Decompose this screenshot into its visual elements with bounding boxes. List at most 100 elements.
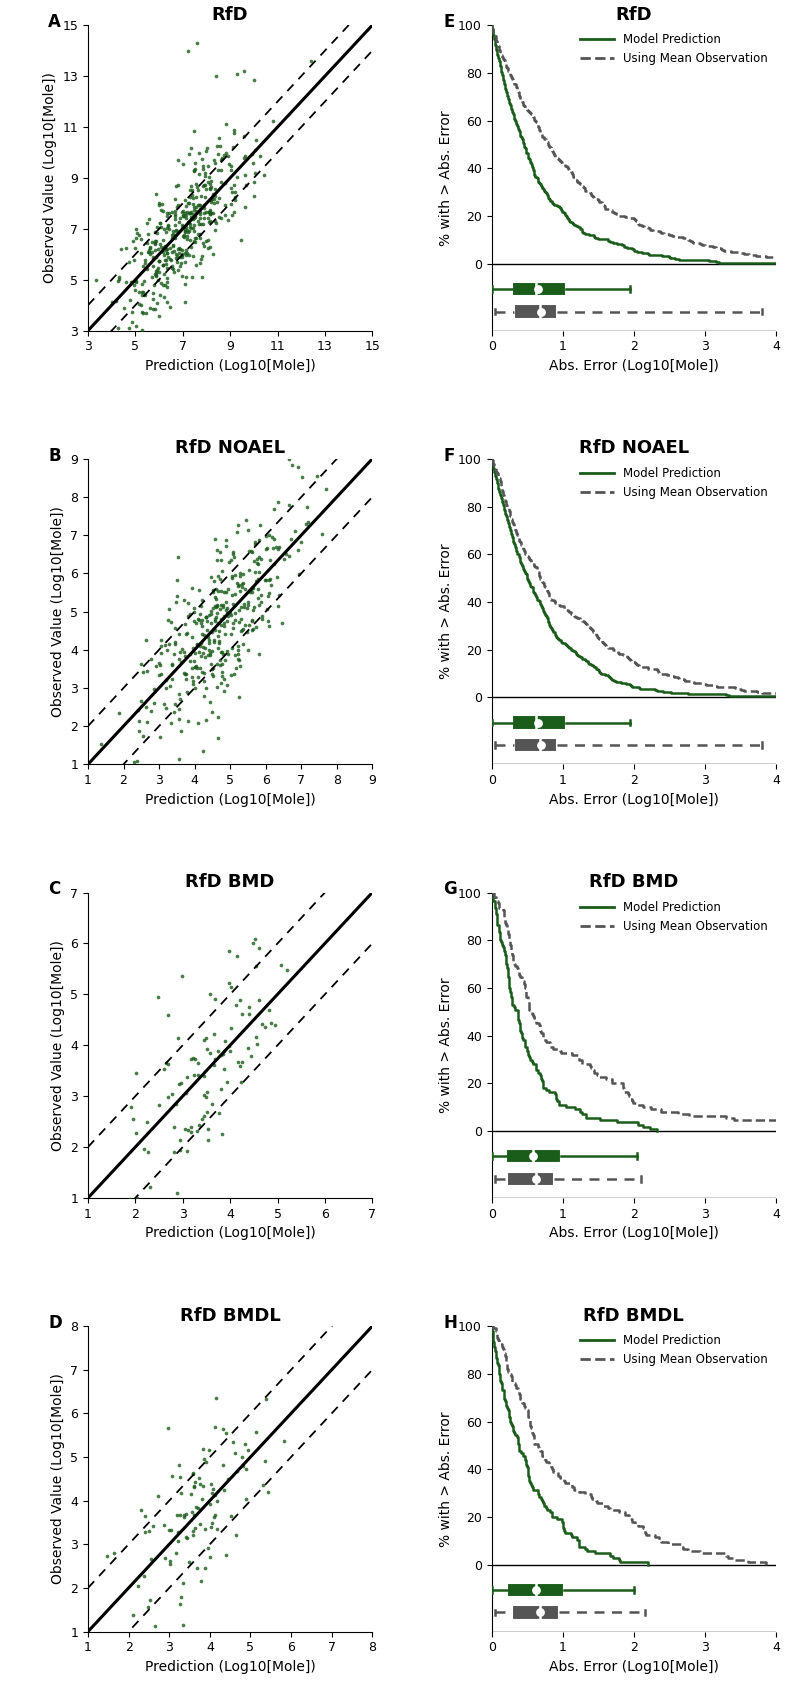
Point [202, 168, 214, 195]
Point [212, 1100, 225, 1127]
Point [191, 173, 204, 200]
Point [69, 345, 82, 372]
Point [214, 538, 226, 565]
Point [235, 1001, 248, 1028]
Point [141, 209, 154, 235]
Point [226, 1430, 239, 1457]
Point [224, 175, 237, 202]
Point [158, 691, 171, 718]
Point [176, 198, 189, 225]
Point [225, 153, 238, 180]
Point [186, 204, 199, 230]
Point [206, 1509, 218, 1536]
Point [228, 172, 241, 198]
Point [210, 1384, 222, 1411]
Text: C: C [48, 880, 61, 898]
Point [240, 506, 253, 533]
Point [225, 602, 238, 629]
Point [178, 222, 190, 249]
Point [198, 1063, 210, 1090]
Point [212, 617, 225, 644]
Point [163, 1551, 176, 1578]
Point [112, 700, 125, 727]
Point [208, 185, 221, 212]
Point [188, 595, 201, 622]
Point [230, 518, 243, 545]
Point [248, 168, 261, 195]
Point [211, 537, 224, 563]
Point [193, 1112, 206, 1139]
Point [197, 173, 210, 200]
Point [203, 639, 216, 666]
Title: RfD NOAEL: RfD NOAEL [578, 439, 689, 458]
Point [179, 237, 192, 264]
Point [169, 222, 182, 249]
Point [195, 629, 208, 656]
Point [174, 244, 186, 271]
Point [196, 587, 209, 614]
Point [210, 592, 223, 619]
Point [242, 636, 254, 663]
Point [204, 651, 217, 678]
Point [188, 225, 201, 252]
Point [126, 298, 138, 325]
Point [189, 198, 202, 225]
Point [215, 557, 228, 584]
Point [179, 249, 192, 276]
Point [225, 156, 238, 183]
Point [231, 632, 244, 659]
Point [166, 232, 179, 259]
Point [135, 291, 148, 318]
Point [243, 612, 256, 639]
Point [160, 269, 173, 296]
Point [229, 178, 242, 205]
Point [197, 639, 210, 666]
Point [152, 1092, 165, 1119]
Point [169, 589, 182, 616]
Point [169, 224, 182, 251]
Point [285, 525, 298, 552]
Point [150, 257, 163, 284]
Point [187, 599, 200, 626]
Point [157, 251, 170, 278]
Point [269, 1013, 282, 1039]
Point [215, 651, 228, 678]
Point [98, 1214, 110, 1241]
Point [260, 537, 273, 563]
Point [248, 547, 261, 574]
Point [218, 1028, 231, 1055]
Point [231, 1048, 244, 1075]
Point [185, 173, 198, 200]
Point [211, 725, 224, 752]
Point [209, 1415, 222, 1441]
Point [218, 202, 231, 229]
Point [197, 210, 210, 237]
Point [255, 1011, 268, 1038]
Point [177, 212, 190, 239]
Point [208, 629, 221, 656]
Point [201, 1036, 214, 1063]
Point [202, 198, 215, 225]
Point [178, 643, 191, 669]
Point [161, 274, 174, 301]
Point [225, 192, 238, 219]
Point [185, 205, 198, 232]
Point [168, 200, 181, 227]
Point [218, 170, 231, 197]
Point [127, 271, 140, 298]
Point [174, 235, 186, 262]
Point [150, 653, 162, 680]
Point [194, 246, 207, 272]
Point [178, 611, 191, 637]
Point [182, 141, 195, 168]
Point [275, 609, 288, 636]
Point [211, 1038, 224, 1065]
Point [194, 643, 207, 669]
Point [210, 599, 223, 626]
Point [152, 1484, 165, 1510]
Point [174, 1584, 187, 1611]
Point [230, 1521, 242, 1547]
Point [166, 222, 178, 249]
Point [184, 1480, 197, 1507]
Point [190, 225, 203, 252]
